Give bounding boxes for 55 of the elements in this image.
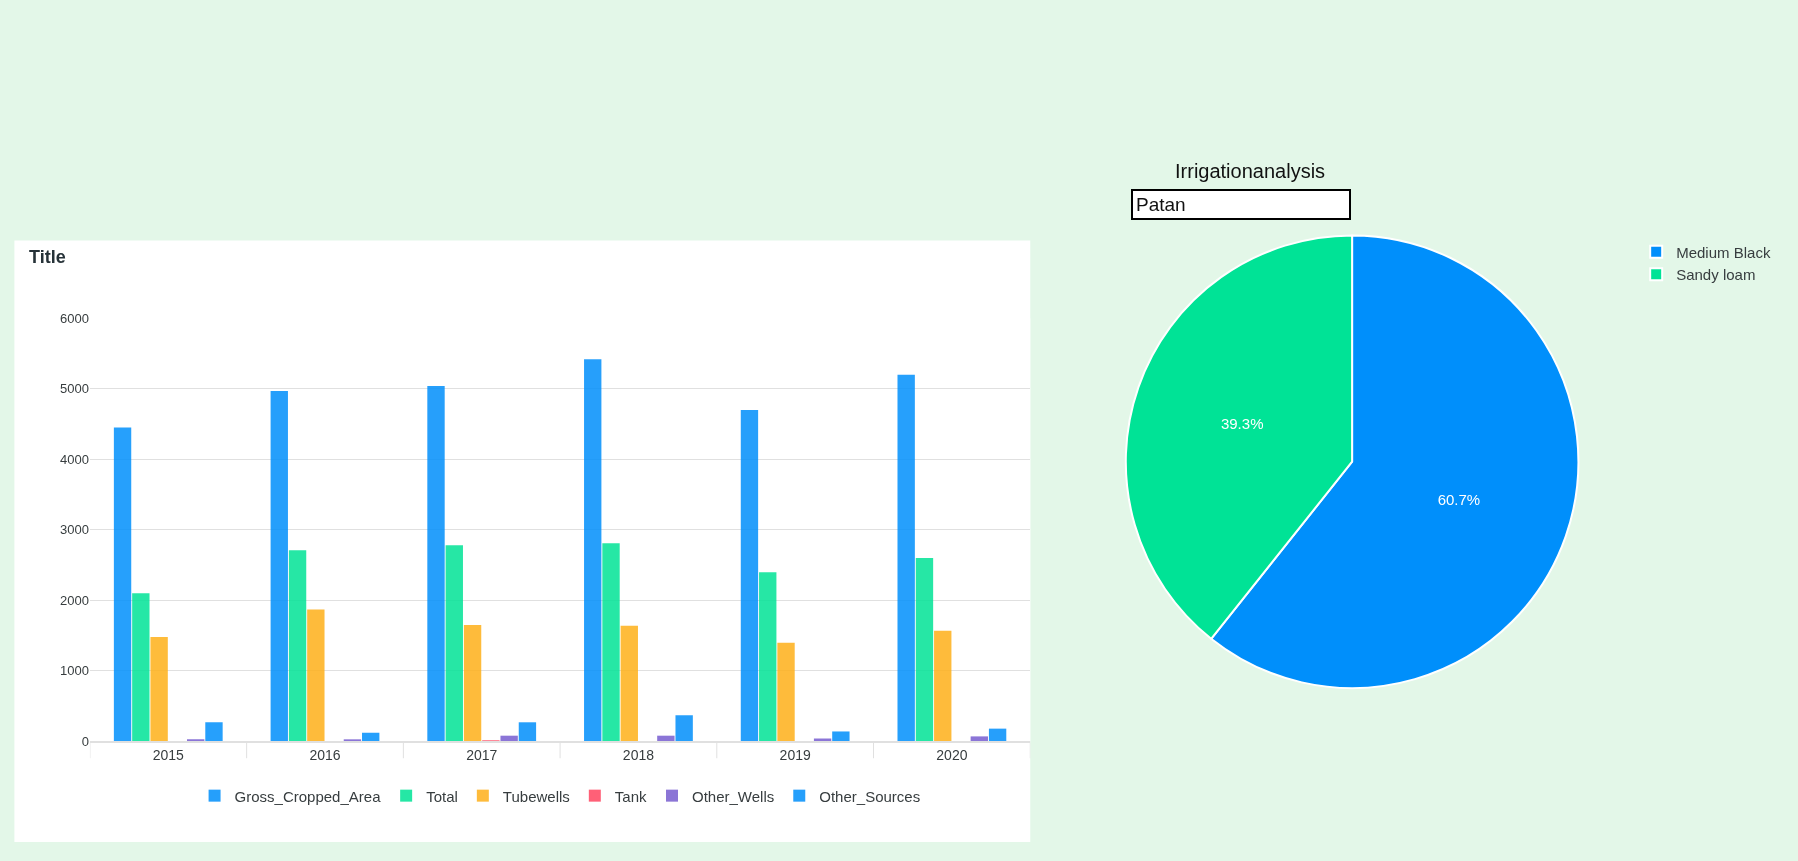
bar (915, 558, 934, 742)
bar (113, 427, 132, 742)
chart-subtitle: Patan (1136, 194, 1186, 215)
legend-label: Total (426, 787, 458, 805)
bar (934, 630, 952, 742)
y-tick-label: 2000 (59, 592, 89, 608)
x-tick-label: 2020 (936, 747, 968, 764)
bar (343, 739, 362, 742)
bar (500, 735, 518, 742)
y-tick-label: 3000 (59, 522, 89, 538)
bar (777, 642, 795, 742)
y-tick-label: 0 (81, 733, 89, 749)
y-tick-label: 5000 (59, 381, 89, 397)
x-tick-label: 2015 (152, 747, 185, 764)
bar (620, 625, 638, 742)
bar (288, 550, 307, 742)
x-tick-label: 2018 (622, 747, 655, 764)
x-tick-label: 2017 (466, 747, 498, 764)
legend-label: Gross_Cropped_Area (234, 787, 382, 805)
bar (270, 390, 288, 742)
bar (584, 359, 602, 742)
legend-label: Medium Black (1676, 243, 1771, 261)
data-label: 60.7% (1437, 490, 1481, 508)
x-tick-label: 2019 (779, 747, 811, 764)
bar (602, 543, 620, 742)
bar (897, 374, 915, 742)
bar (463, 625, 482, 742)
bar (657, 735, 675, 742)
x-tick-label: 2016 (309, 747, 341, 764)
bar (675, 715, 693, 742)
legend-label: Tank (614, 787, 647, 805)
bar (205, 722, 223, 742)
bar (132, 593, 150, 742)
y-tick-label: 6000 (59, 310, 89, 326)
y-tick-label: 4000 (59, 451, 89, 467)
chart-title: Irrigationanalysis (1175, 160, 1326, 182)
legend-label: Other_Sources (819, 787, 921, 805)
bar (427, 386, 445, 742)
bar (832, 731, 850, 742)
bar (362, 732, 380, 742)
y-tick-label: 1000 (59, 663, 89, 679)
bar (518, 722, 537, 742)
bar (988, 728, 1007, 742)
data-label: 39.3% (1220, 414, 1264, 432)
bar (150, 636, 168, 742)
bar (445, 545, 463, 742)
bar (307, 609, 325, 742)
bar (759, 572, 777, 742)
bar (187, 739, 205, 742)
legend-label: Other_Wells (692, 787, 775, 805)
bar (970, 736, 988, 742)
legend-label: Sandy loam (1676, 266, 1756, 284)
legend-label: Tubewells (502, 787, 570, 805)
chart-title: Title (29, 247, 66, 267)
bar (740, 409, 759, 742)
